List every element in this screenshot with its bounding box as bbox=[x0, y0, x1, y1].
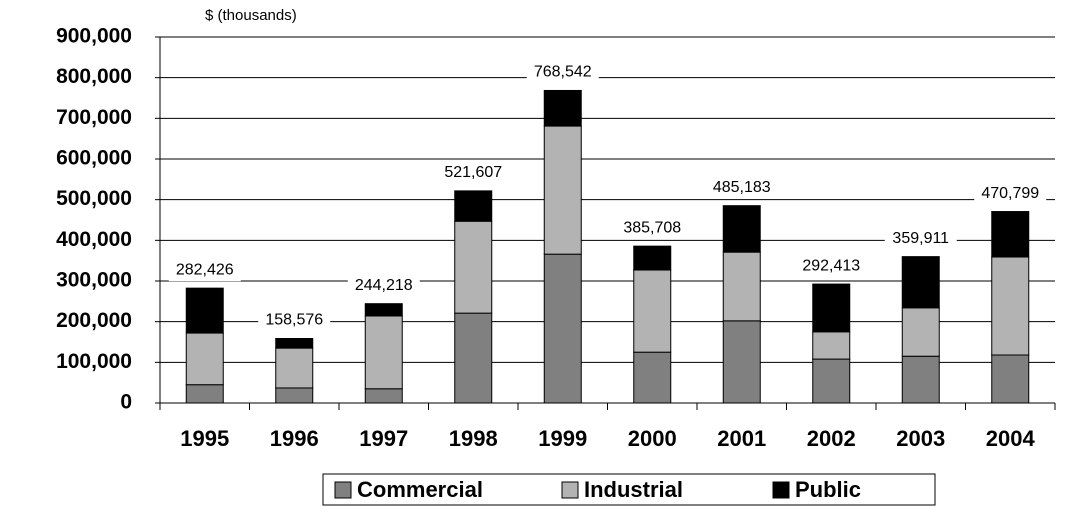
y-tick-label: 800,000 bbox=[56, 65, 132, 88]
x-tick-label: 2001 bbox=[717, 426, 766, 451]
total-label: 485,183 bbox=[713, 179, 771, 196]
x-tick-label: 1996 bbox=[270, 426, 319, 451]
bar-segment bbox=[991, 354, 1030, 404]
total-label: 768,542 bbox=[534, 64, 592, 81]
total-label: 158,576 bbox=[265, 312, 323, 329]
y-tick-label: 400,000 bbox=[56, 228, 132, 251]
total-label-bg bbox=[347, 274, 420, 297]
bar-segment bbox=[364, 388, 403, 404]
bar-segment bbox=[275, 338, 314, 349]
bar-segment bbox=[812, 283, 851, 333]
legend-label: Public bbox=[795, 477, 861, 502]
total-label: 282,426 bbox=[176, 261, 234, 278]
total-label: 521,607 bbox=[444, 164, 502, 181]
total-label-bg bbox=[258, 309, 331, 332]
bar-segment bbox=[812, 358, 851, 404]
bar-segment bbox=[812, 331, 851, 360]
legend-swatch bbox=[561, 481, 579, 499]
bar-segment bbox=[364, 303, 403, 317]
bar-segment bbox=[901, 355, 940, 404]
total-label: 244,218 bbox=[355, 277, 413, 294]
x-tick-label: 2000 bbox=[628, 426, 677, 451]
y-tick-label: 300,000 bbox=[56, 269, 132, 292]
bar-segment bbox=[722, 251, 761, 322]
bar-segment bbox=[722, 320, 761, 404]
total-label: 385,708 bbox=[623, 219, 681, 236]
bar-segment bbox=[633, 245, 672, 271]
bar-segment bbox=[275, 387, 314, 404]
bar-segment bbox=[722, 205, 761, 253]
bar-segment bbox=[543, 253, 582, 404]
x-tick-label: 2004 bbox=[986, 426, 1036, 451]
bar-segment bbox=[543, 125, 582, 255]
total-label-bg bbox=[884, 227, 957, 250]
x-tick-label: 2002 bbox=[807, 426, 856, 451]
total-label: 470,799 bbox=[981, 185, 1039, 202]
y-tick-label: 900,000 bbox=[56, 25, 132, 48]
x-tick-label: 1997 bbox=[359, 426, 408, 451]
y-tick-label: 700,000 bbox=[56, 106, 132, 129]
total-label-bg bbox=[974, 182, 1047, 205]
y-tick-label: 600,000 bbox=[56, 147, 132, 170]
bar-segment bbox=[991, 211, 1030, 258]
x-tick-label: 1999 bbox=[538, 426, 587, 451]
total-label-bg bbox=[616, 217, 689, 240]
y-tick-label: 200,000 bbox=[56, 309, 132, 332]
bar-segment bbox=[901, 256, 940, 309]
bar-segment bbox=[185, 332, 224, 386]
y-axis-label: $ (thousands) bbox=[205, 7, 297, 24]
total-label-bg bbox=[168, 259, 241, 282]
bar-segment bbox=[633, 269, 672, 353]
bar-segment bbox=[454, 220, 493, 314]
total-label: 292,413 bbox=[802, 257, 860, 274]
legend-label: Commercial bbox=[357, 477, 483, 502]
total-label-bg bbox=[437, 161, 510, 184]
total-label-bg bbox=[795, 255, 868, 278]
bar-segment bbox=[991, 256, 1030, 356]
legend-swatch bbox=[772, 481, 790, 499]
total-label-bg bbox=[526, 61, 599, 84]
x-tick-label: 1998 bbox=[449, 426, 498, 451]
legend-label: Industrial bbox=[584, 477, 683, 502]
bar-segment bbox=[543, 89, 582, 127]
y-tick-label: 100,000 bbox=[56, 350, 132, 373]
bar-segment bbox=[454, 312, 493, 404]
bar-segment bbox=[185, 384, 224, 404]
legend-box bbox=[322, 473, 936, 506]
y-tick-label: 0 bbox=[120, 391, 132, 414]
bar-segment bbox=[633, 351, 672, 404]
bar-segment bbox=[364, 315, 403, 390]
bar-segment bbox=[275, 347, 314, 389]
legend-swatch bbox=[334, 481, 352, 499]
bar-segment bbox=[185, 287, 224, 334]
bar-segment bbox=[454, 190, 493, 222]
total-label: 359,911 bbox=[892, 230, 949, 247]
x-tick-label: 2003 bbox=[896, 426, 945, 451]
y-tick-label: 500,000 bbox=[56, 187, 132, 210]
x-tick-label: 1995 bbox=[180, 426, 229, 451]
bar-segment bbox=[901, 307, 940, 357]
total-label-bg bbox=[705, 176, 778, 199]
